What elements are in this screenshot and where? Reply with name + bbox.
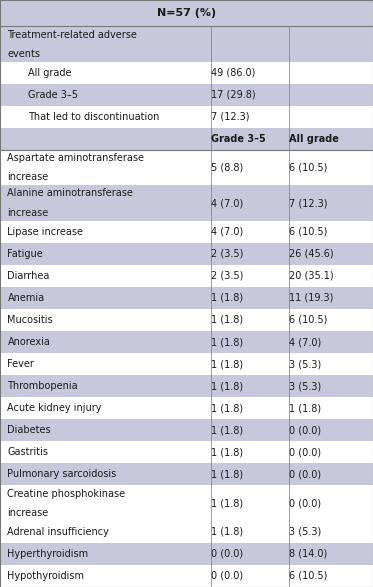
Text: Hyperthyroidism: Hyperthyroidism [7, 549, 88, 559]
Bar [0, 353, 373, 375]
Text: 1 (1.8): 1 (1.8) [211, 403, 243, 413]
Text: increase: increase [7, 208, 49, 218]
Bar [0, 128, 373, 150]
Text: Grade 3–5: Grade 3–5 [211, 134, 266, 144]
Text: Gastritis: Gastritis [7, 447, 48, 457]
Bar [0, 26, 373, 62]
Bar [0, 397, 373, 419]
Text: 0 (0.0): 0 (0.0) [289, 426, 321, 436]
Text: N=57 (%): N=57 (%) [157, 8, 216, 18]
Text: 2 (3.5): 2 (3.5) [211, 271, 243, 281]
Bar [0, 185, 373, 221]
Text: 17 (29.8): 17 (29.8) [211, 90, 256, 100]
Bar [0, 265, 373, 287]
Text: 4 (7.0): 4 (7.0) [211, 198, 243, 208]
Text: All grade: All grade [28, 68, 72, 78]
Bar [0, 150, 373, 185]
Text: Pulmonary sarcoidosis: Pulmonary sarcoidosis [7, 470, 117, 480]
Text: 0 (0.0): 0 (0.0) [289, 447, 321, 457]
Text: Mucositis: Mucositis [7, 315, 53, 325]
Text: 49 (86.0): 49 (86.0) [211, 68, 255, 78]
Text: 26 (45.6): 26 (45.6) [289, 249, 334, 259]
Text: Fever: Fever [7, 359, 34, 369]
Bar [0, 565, 373, 587]
Text: 6 (10.5): 6 (10.5) [289, 163, 327, 173]
Text: 0 (0.0): 0 (0.0) [289, 498, 321, 508]
Bar [0, 543, 373, 565]
Text: 5 (8.8): 5 (8.8) [211, 163, 243, 173]
Bar [0, 521, 373, 543]
Bar [0, 309, 373, 331]
Bar [0, 0, 373, 26]
Bar [0, 441, 373, 463]
Text: 1 (1.8): 1 (1.8) [211, 337, 243, 347]
Text: Fatigue: Fatigue [7, 249, 43, 259]
Text: 2 (3.5): 2 (3.5) [211, 249, 243, 259]
Text: 7 (12.3): 7 (12.3) [289, 198, 327, 208]
Text: Diarrhea: Diarrhea [7, 271, 50, 281]
Text: All grade: All grade [289, 134, 339, 144]
Text: 0 (0.0): 0 (0.0) [211, 549, 243, 559]
Text: 4 (7.0): 4 (7.0) [289, 337, 321, 347]
Bar [0, 243, 373, 265]
Text: Acute kidney injury: Acute kidney injury [7, 403, 102, 413]
Text: 6 (10.5): 6 (10.5) [289, 227, 327, 237]
Text: 1 (1.8): 1 (1.8) [211, 498, 243, 508]
Text: Anorexia: Anorexia [7, 337, 50, 347]
Text: 6 (10.5): 6 (10.5) [289, 571, 327, 581]
Text: 11 (19.3): 11 (19.3) [289, 293, 333, 303]
Text: 8 (14.0): 8 (14.0) [289, 549, 327, 559]
Bar [0, 485, 373, 521]
Text: 0 (0.0): 0 (0.0) [211, 571, 243, 581]
Text: That led to discontinuation: That led to discontinuation [28, 112, 159, 122]
Text: 4 (7.0): 4 (7.0) [211, 227, 243, 237]
Text: 1 (1.8): 1 (1.8) [211, 381, 243, 391]
Bar [0, 287, 373, 309]
Text: 20 (35.1): 20 (35.1) [289, 271, 334, 281]
Text: Anemia: Anemia [7, 293, 45, 303]
Text: 7 (12.3): 7 (12.3) [211, 112, 249, 122]
Text: Treatment-related adverse: Treatment-related adverse [7, 29, 137, 39]
Bar [0, 221, 373, 243]
Bar [0, 463, 373, 485]
Text: Alanine aminotransferase: Alanine aminotransferase [7, 188, 133, 198]
Text: 0 (0.0): 0 (0.0) [289, 470, 321, 480]
Text: 3 (5.3): 3 (5.3) [289, 359, 321, 369]
Text: events: events [7, 49, 40, 59]
Bar [0, 331, 373, 353]
Text: Lipase increase: Lipase increase [7, 227, 84, 237]
Text: 1 (1.8): 1 (1.8) [289, 403, 321, 413]
Text: Diabetes: Diabetes [7, 426, 51, 436]
Bar [0, 375, 373, 397]
Text: Aspartate aminotransferase: Aspartate aminotransferase [7, 153, 144, 163]
Text: 1 (1.8): 1 (1.8) [211, 315, 243, 325]
Text: 6 (10.5): 6 (10.5) [289, 315, 327, 325]
Text: 1 (1.8): 1 (1.8) [211, 293, 243, 303]
Text: increase: increase [7, 172, 49, 182]
Text: 3 (5.3): 3 (5.3) [289, 527, 321, 537]
Bar [0, 62, 373, 84]
Bar [0, 419, 373, 441]
Bar [0, 84, 373, 106]
Text: increase: increase [7, 508, 49, 518]
Text: 3 (5.3): 3 (5.3) [289, 381, 321, 391]
Text: Grade 3–5: Grade 3–5 [28, 90, 78, 100]
Text: 1 (1.8): 1 (1.8) [211, 470, 243, 480]
Text: Hypothyroidism: Hypothyroidism [7, 571, 84, 581]
Text: 1 (1.8): 1 (1.8) [211, 527, 243, 537]
Text: Thrombopenia: Thrombopenia [7, 381, 78, 391]
Text: 1 (1.8): 1 (1.8) [211, 447, 243, 457]
Text: 1 (1.8): 1 (1.8) [211, 426, 243, 436]
Text: 1 (1.8): 1 (1.8) [211, 359, 243, 369]
Text: Adrenal insufficiency: Adrenal insufficiency [7, 527, 109, 537]
Text: Creatine phosphokinase: Creatine phosphokinase [7, 488, 126, 498]
Bar [0, 106, 373, 128]
